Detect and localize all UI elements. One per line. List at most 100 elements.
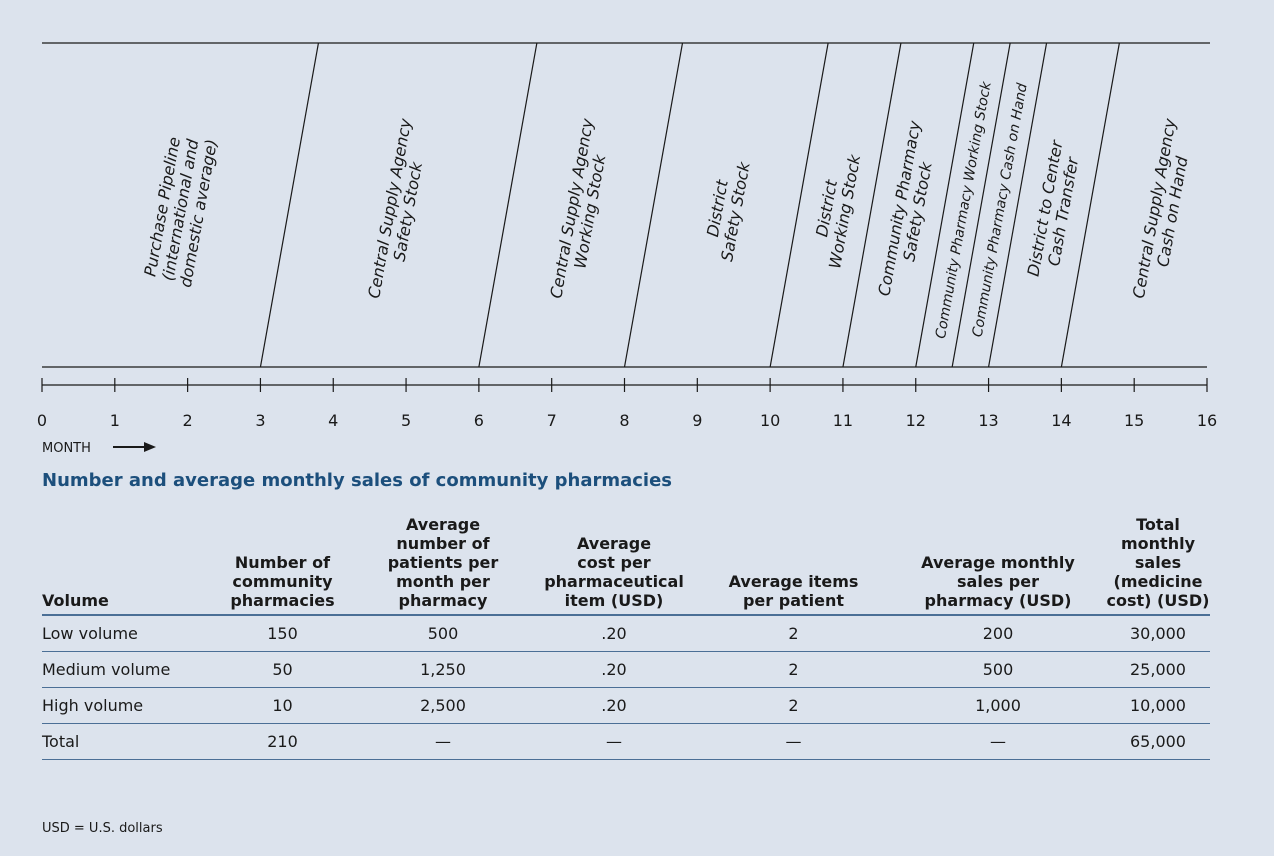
column-header-line: pharmaceutical xyxy=(544,572,684,591)
table-cell: 25,000 xyxy=(1106,651,1210,688)
axis-tick-label: 1 xyxy=(110,411,120,430)
table-row: Low volume 150 500.20 2 200 30,000 xyxy=(42,615,1210,652)
axis-tick-label: 13 xyxy=(978,411,998,430)
segment-divider xyxy=(623,42,684,368)
table-cell: — xyxy=(531,723,697,760)
axis-tick-label: 14 xyxy=(1051,411,1071,430)
column-header: Average monthly sales per pharmacy (USD) xyxy=(890,515,1106,616)
table-cell: 210 xyxy=(210,723,355,760)
column-header: Average number of patients per month per pha… xyxy=(355,515,531,616)
column-header-line: Number of xyxy=(234,553,331,572)
table-cell: 1,250 xyxy=(355,651,531,688)
column-header-line: pharmacy xyxy=(398,591,488,610)
arrow-head xyxy=(144,442,156,452)
axis-tick-label: 8 xyxy=(619,411,629,430)
table-cell: — xyxy=(890,723,1106,760)
table-cell: 200 xyxy=(890,615,1106,652)
axis-tick-label: 3 xyxy=(255,411,265,430)
axis-tick-label: 9 xyxy=(692,411,702,430)
column-header-line: community xyxy=(232,572,333,591)
header-row: Volume Number of community pharmacies Averag… xyxy=(42,515,1210,616)
axis-tick-label: 2 xyxy=(183,411,193,430)
table-cell: High volume xyxy=(42,687,210,724)
segment-divider xyxy=(259,42,320,368)
table-row: Medium volume 50 1,250.20 2 500 25,000 xyxy=(42,651,1210,688)
table-cell: Low volume xyxy=(42,615,210,652)
axis-tick-label: 7 xyxy=(547,411,557,430)
segment-divider xyxy=(842,42,902,368)
column-header: Volume xyxy=(42,515,210,616)
table-cell: .20 xyxy=(531,651,697,688)
axis-tick-label: 12 xyxy=(906,411,926,430)
table-title: Number and average monthly sales of comm… xyxy=(42,470,672,491)
column-header-line: cost) (USD) xyxy=(1106,591,1210,610)
column-header: Number of community pharmacies xyxy=(210,515,355,616)
column-header: Total monthly sales (medicine cost) (USD) xyxy=(1106,515,1210,616)
axis-tick-label: 5 xyxy=(401,411,411,430)
table-row: Total 210— — — —65,000 xyxy=(42,723,1210,760)
segment-label: Purchase Pipeline(international anddomes… xyxy=(140,135,221,288)
table-cell: Total xyxy=(42,723,210,760)
column-header-line: Average monthly xyxy=(921,553,1075,572)
column-header-line: month per xyxy=(396,572,490,591)
axis-tick-label: 4 xyxy=(328,411,338,430)
sales-table: Volume Number of community pharmacies Averag… xyxy=(42,515,1210,760)
segment-divider xyxy=(1060,42,1120,368)
table-cell: 150 xyxy=(210,615,355,652)
table-cell: 2 xyxy=(697,615,890,652)
column-header-line: Volume xyxy=(42,591,109,610)
column-header-line: number of xyxy=(396,534,490,553)
table-row: High volume 10 2,500.20 2 1,000 10,000 xyxy=(42,687,1210,724)
column-header-line: Total monthly xyxy=(1120,515,1195,553)
table-cell: 10 xyxy=(210,687,355,724)
table-cell: .20 xyxy=(531,615,697,652)
segment-divider xyxy=(951,42,1011,368)
table-cell: 2 xyxy=(697,687,890,724)
axis-label: MONTH xyxy=(42,441,91,456)
column-header: Average items per patient xyxy=(697,515,890,616)
axis-tick-label: 15 xyxy=(1124,411,1144,430)
table-cell: 10,000 xyxy=(1106,687,1210,724)
table-cell: Medium volume xyxy=(42,651,210,688)
column-header-line: sales per xyxy=(957,572,1039,591)
column-header-line: cost per xyxy=(577,553,651,572)
footnote: USD = U.S. dollars xyxy=(42,821,163,836)
column-header-line: patients per xyxy=(387,553,499,572)
table-cell: 30,000 xyxy=(1106,615,1210,652)
table-cell: — xyxy=(355,723,531,760)
column-header-line: pharmacies xyxy=(230,591,335,610)
axis-tick-label: 0 xyxy=(37,411,47,430)
table-cell: 500 xyxy=(355,615,531,652)
table-cell: 500 xyxy=(890,651,1106,688)
column-header-line: Average items xyxy=(728,572,859,591)
table-cell: 65,000 xyxy=(1106,723,1210,760)
column-header: Average cost per pharmaceutical item (USD) xyxy=(531,515,697,616)
segment-divider xyxy=(915,42,975,368)
table-cell: 1,000 xyxy=(890,687,1106,724)
table-cell: — xyxy=(697,723,890,760)
column-header-line: Average xyxy=(405,515,481,534)
axis-tick-label: 6 xyxy=(474,411,484,430)
column-header-line: item (USD) xyxy=(564,591,664,610)
column-header-line: per patient xyxy=(742,591,845,610)
segment-divider xyxy=(478,42,538,368)
axis-tick-label: 11 xyxy=(833,411,853,430)
table-cell: 2,500 xyxy=(355,687,531,724)
column-header-line: sales (medicine xyxy=(1113,553,1203,591)
axis-tick-label: 16 xyxy=(1197,411,1217,430)
segment-divider xyxy=(987,42,1048,368)
table-cell: 50 xyxy=(210,651,355,688)
segment-divider xyxy=(769,42,829,368)
table-cell: 2 xyxy=(697,651,890,688)
table-cell: .20 xyxy=(531,687,697,724)
axis-tick-label: 10 xyxy=(760,411,780,430)
column-header-line: Average xyxy=(576,534,652,553)
